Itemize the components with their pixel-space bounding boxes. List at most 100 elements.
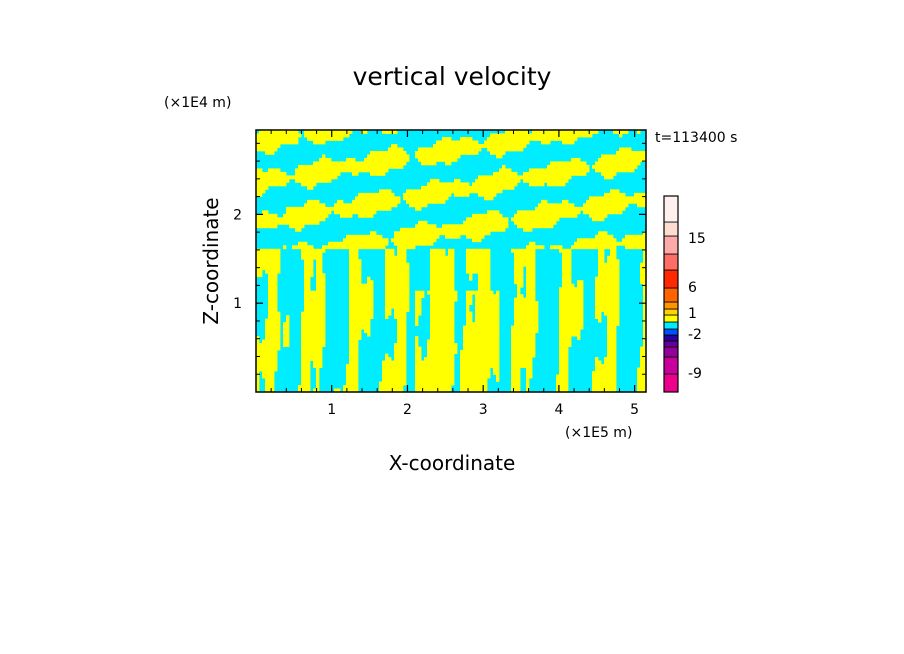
updraft-patch [559,346,569,351]
updraft-patch [430,287,455,292]
updraft-patch [472,182,518,187]
updraft-patch [562,252,572,257]
updraft-patch [382,360,407,365]
updraft-patch [430,301,455,306]
updraft-patch [562,255,572,260]
updraft-patch [514,266,524,271]
updraft-patch [349,262,362,267]
updraft-patch [349,329,362,334]
updraft-patch [526,245,545,250]
updraft-patch [526,280,536,285]
updraft-patch [397,248,407,253]
updraft-patch [589,196,646,201]
updraft-patch [511,217,560,222]
updraft-patch [592,374,617,379]
updraft-patch [637,367,646,372]
updraft-patch [487,147,524,152]
updraft-patch [610,252,617,257]
updraft-patch [304,276,311,281]
colorbar-segment [663,253,679,271]
updraft-patch [529,182,545,187]
colorbar-segment [663,195,679,223]
updraft-patch [514,280,524,285]
updraft-patch [559,350,569,354]
updraft-patch [643,255,646,260]
updraft-patch [574,241,646,246]
updraft-patch [370,150,407,155]
updraft-patch [430,304,455,309]
updraft-patch [526,290,536,295]
updraft-patch [619,147,632,152]
updraft-patch [604,360,617,365]
colorbar-segment [663,346,679,358]
updraft-patch [316,273,326,278]
updraft-patch [427,339,455,344]
updraft-patch [385,252,395,257]
updraft-patch [256,357,278,361]
updraft-patch [490,133,593,138]
updraft-patch [256,192,263,197]
updraft-patch [349,273,362,278]
updraft-patch [415,339,419,344]
colorbar-segment [663,328,679,336]
updraft-patch [511,329,539,334]
x-tick-label: 3 [479,402,488,418]
updraft-patch [349,255,359,260]
updraft-patch [562,276,572,281]
updraft-patch [301,346,323,351]
updraft-patch [304,259,314,264]
updraft-patch [301,353,323,358]
updraft-patch [334,210,377,215]
updraft-patch [559,339,572,344]
colorbar-segment [663,287,679,303]
updraft-patch [478,175,572,180]
updraft-patch [562,280,572,285]
updraft-patch [268,276,278,281]
updraft-patch [385,266,410,271]
updraft-patch [511,385,521,389]
updraft-patch [433,143,527,148]
y-tick-label: 1 [233,296,242,312]
updraft-patch [430,322,455,327]
updraft-patch [430,329,455,334]
updraft-patch [484,140,530,145]
updraft-patch [397,318,407,323]
updraft-patch [430,266,455,271]
updraft-patch [256,220,320,225]
updraft-patch [268,315,281,320]
updraft-patch [430,325,455,330]
updraft-patch [595,304,620,309]
updraft-patch [583,203,629,208]
updraft-patch [598,248,605,253]
updraft-patch [583,210,623,215]
updraft-patch [559,325,584,330]
updraft-patch [598,231,608,236]
updraft-patch [640,273,646,278]
updraft-patch [511,371,521,375]
updraft-patch [604,311,620,316]
updraft-patch [466,308,470,313]
updraft-patch [301,311,326,316]
updraft-patch [493,367,500,372]
updraft-patch [256,217,326,222]
updraft-patch [349,266,362,271]
updraft-patch [385,255,407,260]
updraft-patch [514,304,539,309]
updraft-patch [349,290,374,295]
updraft-patch [421,185,515,190]
updraft-patch [625,234,646,239]
updraft-patch [256,224,278,229]
updraft-patch [349,315,374,320]
updraft-patch [526,378,530,382]
updraft-patch [262,210,269,215]
updraft-patch [286,315,290,320]
updraft-patch [265,325,281,330]
updraft-patch [460,353,500,358]
updraft-patch [349,269,362,274]
updraft-patch [322,245,386,250]
updraft-patch [517,287,521,292]
updraft-patch [523,227,533,232]
updraft-patch [559,353,569,358]
updraft-patch [316,280,326,285]
